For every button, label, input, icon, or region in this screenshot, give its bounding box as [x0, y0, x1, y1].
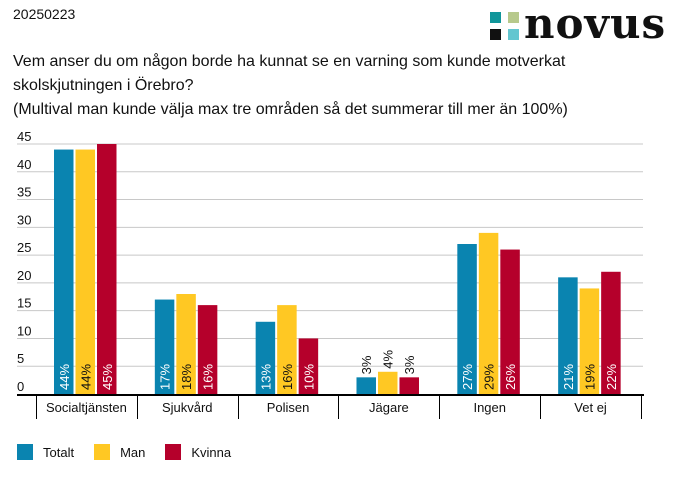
x-tick-label: Ingen: [473, 400, 506, 415]
y-tick-label: 10: [17, 323, 31, 338]
legend-label: Kvinna: [191, 444, 232, 460]
x-tick-label: Polisen: [267, 400, 310, 415]
data-label: 21%: [561, 364, 576, 390]
legend-item-totalt: Totalt: [17, 444, 74, 460]
bar-totalt-1: [154, 299, 175, 394]
legend: Totalt Man Kvinna: [17, 443, 251, 461]
data-labels: 44% 17% 13% 3% 27% 21% 44% 18% 16% 4% 29% 19% 45% 16%…: [57, 350, 619, 390]
data-label: 13%: [258, 364, 273, 390]
legend-label: Man: [120, 444, 146, 460]
bar-man-4: [478, 232, 499, 394]
data-label: 44%: [78, 364, 93, 390]
y-tick-label: 5: [17, 351, 24, 366]
data-label: 3%: [402, 355, 417, 374]
data-label: 44%: [57, 364, 72, 390]
bar-totalt-2: [255, 321, 276, 394]
bar-man-3: [377, 371, 398, 394]
logo-square-black: [490, 29, 501, 40]
bar-man-2: [277, 305, 297, 394]
data-label: 16%: [201, 364, 216, 390]
x-tick-label: Vet ej: [574, 400, 607, 415]
bar-kvinna-2: [298, 338, 319, 394]
data-label: 45%: [100, 364, 115, 390]
data-label: 29%: [482, 364, 497, 390]
data-label: 4%: [381, 350, 396, 369]
data-label: 18%: [179, 364, 194, 390]
report-date: 20250223: [13, 6, 76, 22]
legend-label: Totalt: [43, 444, 75, 460]
bar-kvinna-0: [97, 144, 117, 394]
bar-totalt-5: [558, 277, 578, 394]
legend-swatch: [94, 444, 111, 460]
data-label: 16%: [280, 364, 295, 390]
y-tick-label: 30: [17, 212, 31, 227]
data-label: 10%: [301, 364, 316, 390]
chart-question: Vem anser du om någon borde ha kunnat se…: [13, 50, 613, 122]
y-tick-label: 25: [17, 240, 31, 255]
legend-item-kvinna: Kvinna: [165, 444, 231, 460]
gridlines: [17, 143, 643, 367]
legend-swatch: [17, 444, 33, 460]
logo-square-green: [508, 12, 519, 23]
bar-man-5: [579, 288, 600, 394]
logo-square-teal: [490, 12, 501, 23]
bar-totalt-4: [457, 244, 477, 394]
bar-man-0: [75, 149, 95, 394]
x-tick-label: Sjukvård: [162, 400, 213, 415]
x-tick-label: Socialtjänsten: [46, 400, 127, 415]
logo-square-cyan: [508, 29, 519, 40]
x-tick-label: Jägare: [369, 400, 409, 415]
x-axis-ticks: Socialtjänsten Sjukvård Polisen Jägare Ingen…: [36, 395, 642, 419]
y-tick-label: 45: [17, 129, 31, 144]
data-label: 26%: [503, 364, 518, 390]
data-label: 3%: [359, 355, 374, 374]
question-line-2: skolskjutningen i Örebro?: [13, 77, 194, 94]
logo-wordmark: novus: [524, 0, 667, 48]
bars: [54, 144, 621, 394]
bar-man-1: [176, 294, 196, 394]
question-line-3: (Multival man kunde välja max tre område…: [13, 101, 568, 118]
bar-totalt-3: [356, 377, 376, 394]
question-line-1: Vem anser du om någon borde ha kunnat se…: [13, 53, 566, 70]
data-label: 17%: [158, 364, 173, 390]
data-label: 22%: [604, 364, 619, 390]
bar-totalt-0: [54, 149, 74, 394]
bar-kvinna-1: [197, 305, 218, 394]
y-tick-label: 40: [17, 157, 31, 172]
y-tick-label: 20: [17, 268, 31, 283]
y-axis-ticks: 0 5 10 15 20 25 30 35 40 45: [17, 129, 31, 394]
data-label: 27%: [460, 364, 475, 390]
data-label: 19%: [582, 364, 597, 390]
legend-item-man: Man: [94, 444, 145, 460]
legend-swatch: [165, 444, 182, 460]
bar-kvinna-5: [601, 271, 621, 394]
bar-kvinna-4: [500, 249, 520, 394]
y-tick-label: 0: [17, 379, 24, 394]
y-tick-label: 15: [17, 296, 31, 311]
y-tick-label: 35: [17, 185, 31, 200]
bar-kvinna-3: [399, 377, 419, 394]
novus-logo: novus: [489, 1, 695, 47]
